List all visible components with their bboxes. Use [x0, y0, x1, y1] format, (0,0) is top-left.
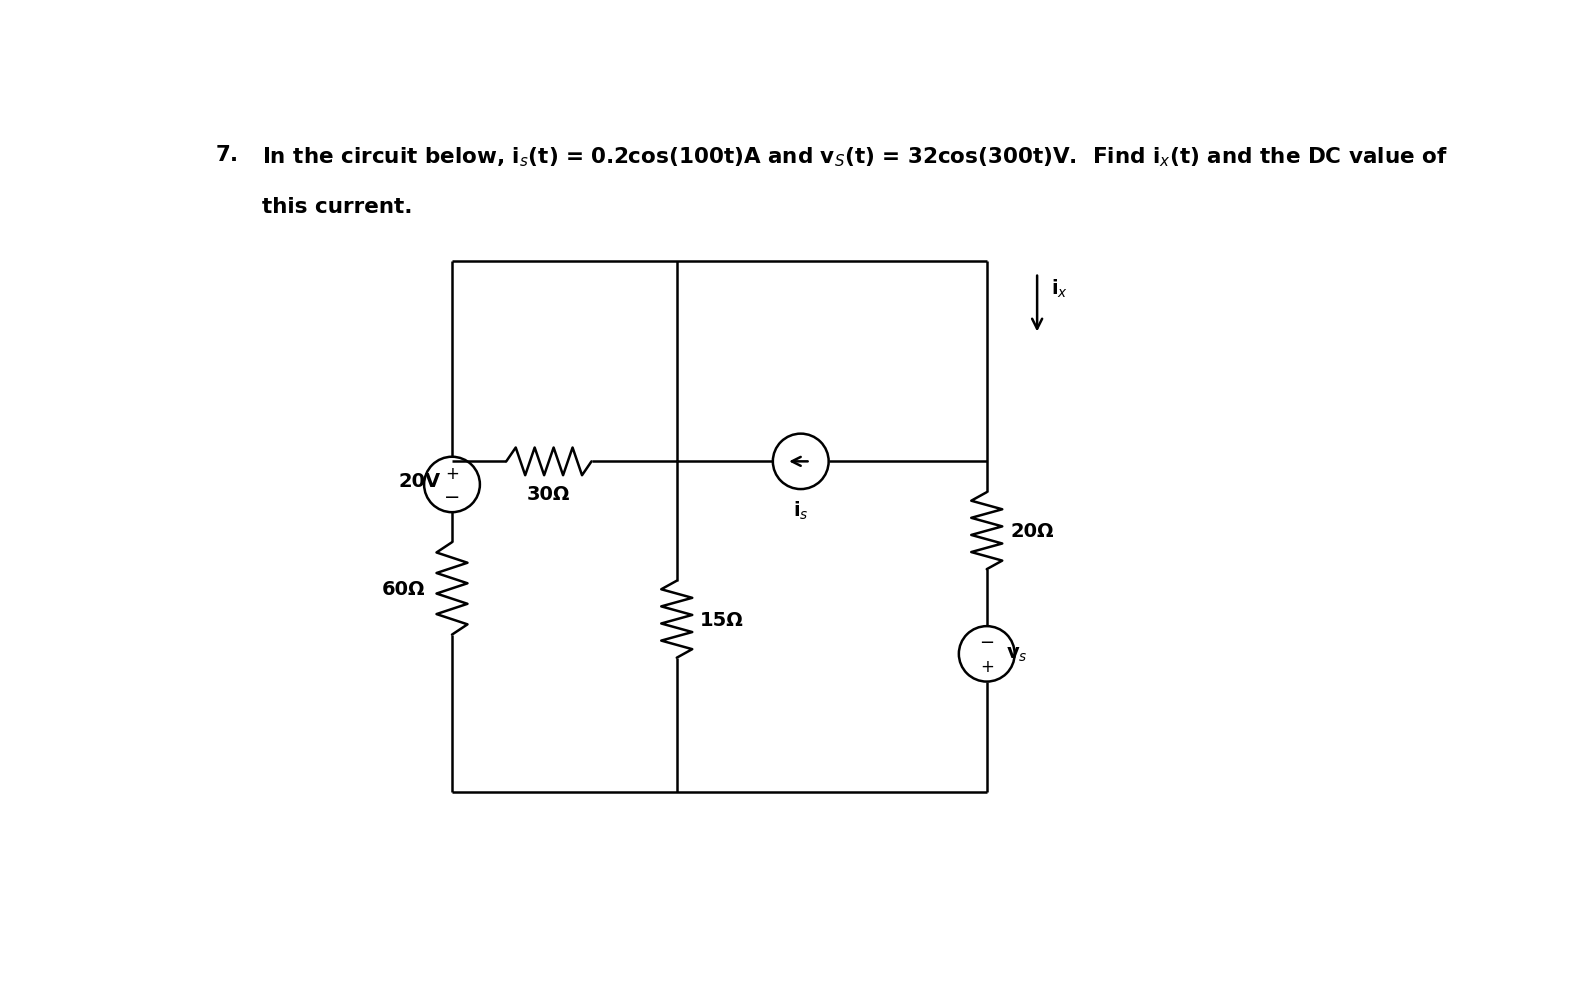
Text: 15Ω: 15Ω — [700, 610, 744, 629]
Text: 20Ω: 20Ω — [1010, 522, 1053, 541]
Text: −: − — [444, 487, 460, 507]
Text: 60Ω: 60Ω — [382, 580, 425, 599]
Text: i$_x$: i$_x$ — [1050, 277, 1068, 300]
Text: 30Ω: 30Ω — [528, 485, 570, 504]
Text: +: + — [444, 464, 458, 482]
Text: i$_s$: i$_s$ — [793, 498, 809, 522]
Text: this current.: this current. — [262, 198, 413, 218]
Text: 7.: 7. — [215, 145, 239, 164]
Text: +: + — [980, 657, 994, 675]
Text: v$_s$: v$_s$ — [1006, 645, 1028, 664]
Text: In the circuit below, i$_s$(t) = 0.2cos(100t)A and v$_S$(t) = 32cos(300t)V.  Fin: In the circuit below, i$_s$(t) = 0.2cos(… — [262, 145, 1448, 169]
Text: −: − — [980, 634, 994, 652]
Text: 20V: 20V — [399, 471, 440, 490]
